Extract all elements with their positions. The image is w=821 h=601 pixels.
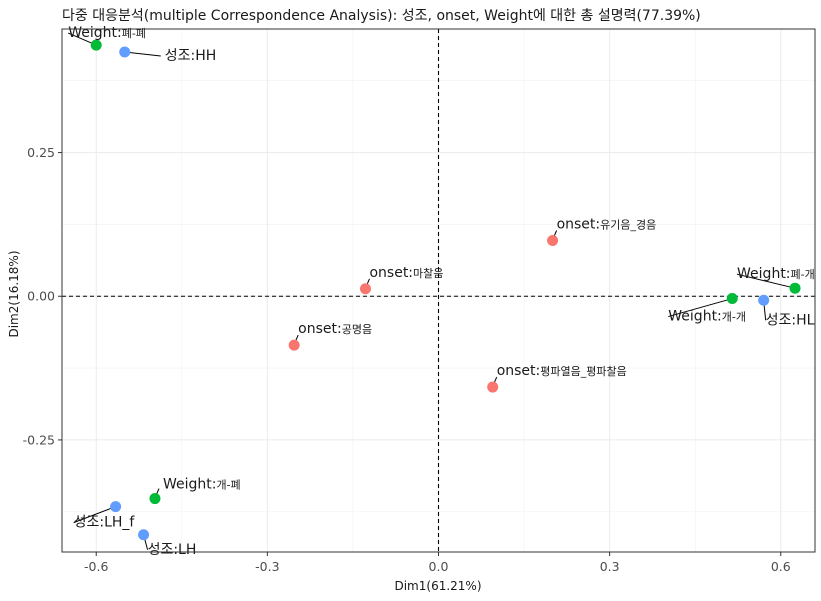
x-tick-label: -0.3: [255, 559, 279, 574]
label-leader-line: [668, 298, 733, 318]
label-leader-line: [124, 51, 161, 57]
reference-lines: [62, 29, 815, 552]
point-label: Weight:폐-개: [737, 266, 815, 282]
point-label: onset:공명음: [298, 321, 372, 337]
data-points: [90, 39, 801, 541]
data-point: [119, 46, 131, 58]
data-point: [487, 381, 499, 393]
axis-ticks: -0.6 -0.3 0.0 0.3 0.6 -0.25 0.00 0.25: [23, 145, 791, 574]
label-leader-line: [736, 273, 796, 289]
y-tick-label: 0.25: [27, 145, 55, 160]
x-tick-label: 0.0: [429, 559, 449, 574]
point-label: Weight:폐-폐: [68, 25, 146, 41]
y-axis-title: Dim2(16.18%): [7, 250, 21, 337]
data-point: [547, 234, 559, 246]
x-tick-label: 0.3: [600, 559, 620, 574]
y-tick-label: -0.25: [23, 432, 55, 447]
point-label: Weight:개-폐: [163, 477, 241, 493]
point-label: onset:유기음_경음: [557, 216, 657, 232]
data-point: [288, 339, 300, 351]
data-point: [726, 293, 738, 305]
data-point: [149, 493, 161, 505]
x-tick-label: -0.6: [84, 559, 108, 574]
point-label: Weight:개-개: [668, 309, 746, 325]
data-point: [359, 283, 371, 295]
data-point: [758, 294, 770, 306]
data-point: [90, 39, 102, 51]
point-label: 성조:HL: [766, 312, 815, 328]
point-label: onset:평파열음_평파찰음: [497, 363, 627, 379]
data-point: [789, 282, 801, 294]
point-label: 성조:LH: [148, 542, 197, 558]
data-point: [138, 529, 150, 541]
point-label: 성조:HH: [165, 48, 217, 64]
label-leader-lines: [68, 32, 796, 550]
x-tick-label: 0.6: [771, 559, 791, 574]
point-label: onset:마찰음: [369, 265, 443, 281]
point-labels: onset:유기음_경음 onset:마찰음 onset:공명음 onset:평파열음…: [68, 25, 815, 558]
point-label: 성조:LH_f: [74, 515, 136, 531]
data-point: [110, 501, 122, 513]
label-leader-line: [73, 506, 116, 524]
chart-title: 다중 대응분석(multiple Correspondence Analysis…: [62, 8, 701, 24]
x-axis-title: Dim1(61.21%): [394, 579, 481, 593]
y-tick-label: 0.00: [27, 289, 55, 304]
